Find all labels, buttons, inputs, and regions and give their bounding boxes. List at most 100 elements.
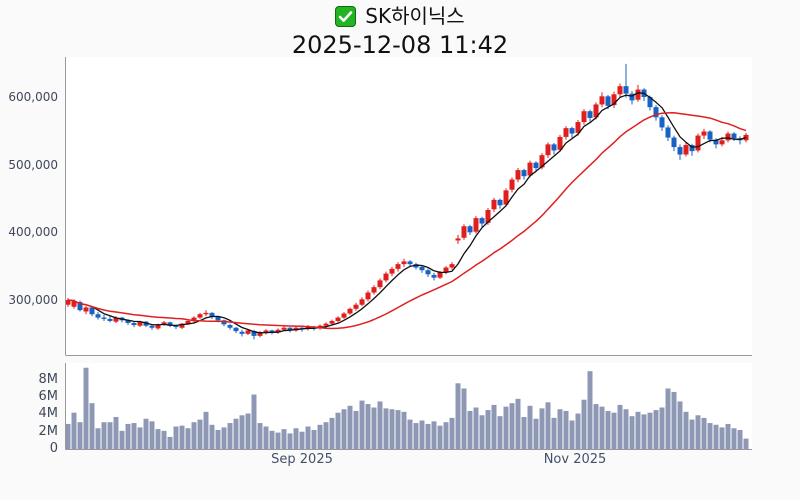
volume-bar — [497, 416, 503, 449]
volume-bar — [641, 414, 647, 449]
price-axis-tick: 500,000 — [8, 157, 58, 172]
volume-bar — [197, 419, 203, 449]
candle-body — [383, 273, 389, 281]
volume-bar — [317, 424, 323, 449]
volume-bar — [539, 408, 545, 449]
x-axis-tick: Nov 2025 — [543, 452, 607, 467]
volume-axis-tick: 0 — [49, 441, 58, 456]
volume-bar — [251, 394, 257, 449]
candle-body — [707, 131, 713, 140]
candle-body — [233, 327, 239, 332]
candle-body — [353, 304, 359, 309]
volume-bar — [173, 426, 179, 449]
volume-bar — [563, 410, 569, 449]
volume-bar — [383, 408, 389, 449]
volume-bar — [521, 417, 527, 449]
green-checkbox-icon — [335, 6, 357, 33]
candle-body — [671, 137, 677, 148]
volume-bar — [533, 418, 539, 449]
volume-bar — [575, 413, 581, 449]
volume-bar — [623, 409, 629, 449]
volume-bar — [683, 411, 689, 449]
candle-body — [509, 179, 515, 190]
volume-bar — [347, 405, 353, 449]
candle-body — [113, 317, 119, 322]
volume-bar — [335, 412, 341, 449]
candle-body — [371, 287, 377, 293]
candle-body — [425, 270, 431, 275]
volume-bar — [221, 427, 227, 449]
volume-bar — [635, 411, 641, 449]
candle-body — [323, 323, 329, 326]
volume-bar — [431, 421, 437, 449]
candle-body — [77, 302, 83, 311]
candle-body — [551, 144, 557, 151]
candle-body — [539, 155, 545, 168]
candle-body — [89, 307, 95, 315]
volume-bar — [611, 412, 617, 449]
candle-body — [431, 274, 437, 278]
candle-body — [197, 314, 203, 318]
candle-body — [131, 323, 137, 326]
candle-body — [581, 111, 587, 123]
candle-body — [263, 330, 269, 333]
volume-bar — [449, 417, 455, 449]
candle-body — [137, 321, 143, 326]
candle-body — [155, 324, 161, 329]
candle-body — [203, 312, 209, 315]
volume-bar — [329, 417, 335, 449]
volume-bar — [467, 410, 473, 449]
volume-bar — [281, 429, 287, 449]
volume-bar — [455, 383, 461, 449]
chart-title-row: SK하이닉스 — [0, 3, 800, 33]
candle-body — [605, 96, 611, 106]
candle-body — [719, 140, 725, 145]
price-axis-tick: 400,000 — [8, 225, 58, 240]
stock-name-title: SK하이닉스 — [365, 4, 465, 28]
candle-body — [341, 313, 347, 318]
volume-bar — [695, 415, 701, 449]
volume-bar — [479, 415, 485, 449]
candle-body — [65, 300, 71, 305]
candle-body — [677, 147, 683, 155]
candle-body — [173, 325, 179, 328]
candle-body — [695, 135, 701, 151]
volume-bar — [71, 412, 77, 449]
candle-body — [659, 117, 665, 128]
candle-body — [575, 122, 581, 133]
volume-axis-tick: 6M — [38, 389, 59, 405]
candle-body — [491, 199, 497, 210]
volume-bar — [275, 432, 281, 449]
volume-bar — [713, 424, 719, 449]
volume-bar — [413, 423, 419, 449]
candle-body — [593, 104, 599, 118]
candle-body — [521, 170, 527, 177]
candle-body — [449, 264, 455, 268]
short-term-ma-line — [67, 92, 747, 334]
candle-body — [275, 329, 281, 333]
candle-body — [611, 94, 617, 106]
volume-bar — [401, 411, 407, 449]
candle-body — [179, 323, 185, 328]
candle-body — [257, 332, 263, 336]
volume-bar — [395, 410, 401, 449]
candle-body — [107, 318, 113, 321]
volume-bar — [545, 402, 551, 449]
volume-bar — [359, 400, 365, 449]
volume-bar — [389, 409, 395, 449]
volume-bar — [473, 407, 479, 449]
volume-bar — [527, 405, 533, 449]
volume-bar — [245, 413, 251, 449]
volume-axis-tick: 8M — [38, 371, 59, 387]
volume-bar — [587, 371, 593, 449]
x-axis-tick: Sep 2025 — [271, 452, 333, 467]
volume-bar — [257, 423, 263, 449]
candle-body — [329, 320, 335, 324]
volume-bar — [125, 423, 131, 449]
volume-bar — [155, 429, 161, 449]
candle-body — [665, 127, 671, 138]
volume-bar — [725, 423, 731, 449]
volume-bar — [239, 415, 245, 449]
candle-body — [347, 308, 353, 314]
volume-bar — [617, 404, 623, 449]
